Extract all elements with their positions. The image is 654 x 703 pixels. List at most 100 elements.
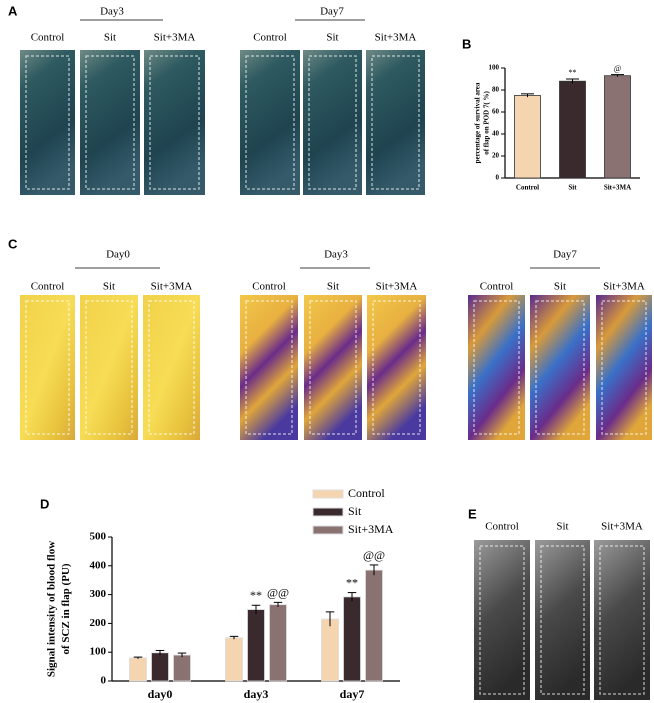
column-label: Control	[31, 32, 65, 44]
bar	[514, 95, 541, 179]
photo	[80, 295, 138, 440]
bar	[604, 75, 631, 179]
y-tick-label: 300	[90, 588, 107, 600]
group-title: Day3	[324, 249, 348, 261]
photo-outline	[85, 300, 133, 435]
photo-outline	[25, 300, 70, 435]
photo-outline	[535, 300, 585, 435]
group-title: Day7	[320, 6, 344, 18]
bar	[321, 618, 339, 682]
photo-outline	[540, 545, 585, 695]
y-tick-label: 0	[496, 174, 500, 182]
bar	[559, 80, 586, 179]
x-tick-label: Sit+3MA	[604, 184, 631, 192]
bar	[173, 654, 191, 682]
photo-outline	[245, 300, 293, 435]
y-tick-label: 100	[90, 646, 107, 658]
column-label: Control	[253, 32, 287, 44]
legend-swatch	[312, 489, 344, 499]
photo	[143, 295, 200, 440]
group-title: Day7	[553, 249, 577, 261]
panel-label: B	[462, 36, 471, 51]
y-axis-label: Signal intensity of blood flow	[46, 541, 58, 677]
y-axis-label: of flap on POD 7( %)	[483, 91, 491, 155]
photo-outline	[473, 300, 520, 435]
photo	[240, 295, 298, 440]
significance-mark: @@	[267, 585, 289, 599]
y-tick-label: 40	[492, 130, 500, 138]
photo-outline	[25, 55, 70, 190]
x-tick-label: day7	[340, 687, 365, 701]
y-tick-label: 500	[90, 531, 107, 543]
bar	[365, 569, 383, 682]
column-label: Control	[252, 281, 286, 293]
photo-outline	[85, 55, 135, 190]
photo	[530, 295, 590, 440]
bar	[269, 604, 287, 682]
photo	[366, 50, 425, 195]
photo	[20, 50, 75, 195]
legend-swatch	[312, 525, 344, 535]
panel-label: D	[40, 496, 49, 511]
photo	[144, 50, 205, 195]
photo-outline	[149, 55, 200, 190]
column-label: Sit+3MA	[603, 281, 645, 293]
photo	[535, 540, 590, 700]
group-title: Day3	[100, 6, 124, 18]
y-tick-label: 100	[489, 64, 500, 72]
column-label: Sit	[556, 521, 568, 533]
column-label: Control	[485, 521, 519, 533]
bar	[247, 609, 265, 682]
legend-swatch	[312, 507, 344, 517]
bar	[225, 637, 243, 682]
photo	[20, 295, 75, 440]
significance-mark: @	[614, 64, 621, 73]
column-label: Sit+3MA	[376, 281, 418, 293]
y-tick-label: 20	[492, 152, 500, 160]
photo-outline	[309, 300, 357, 435]
y-tick-label: 80	[492, 86, 500, 94]
photo-outline	[479, 545, 525, 695]
panel-label: A	[8, 3, 18, 18]
x-tick-label: day0	[148, 687, 173, 701]
significance-mark: @@	[363, 548, 385, 562]
photo-outline	[148, 300, 195, 435]
y-axis-label: of SCZ in flap (PU)	[60, 563, 72, 654]
panel-label: E	[468, 506, 477, 521]
column-label: Sit+3MA	[154, 32, 196, 44]
x-tick-label: Control	[516, 184, 539, 192]
bar	[151, 652, 169, 682]
bar	[343, 596, 361, 682]
photo	[367, 295, 426, 440]
significance-mark: **	[346, 576, 358, 590]
significance-mark: **	[569, 68, 577, 77]
photo	[474, 540, 530, 700]
legend-label: Sit+3MA	[348, 522, 394, 536]
column-label: Sit	[326, 32, 338, 44]
column-label: Control	[31, 281, 65, 293]
bar	[129, 657, 147, 682]
column-label: Sit	[104, 32, 116, 44]
y-tick-label: 60	[492, 108, 500, 116]
photo	[80, 50, 140, 195]
y-tick-label: 400	[90, 559, 107, 571]
photo-outline	[245, 55, 295, 190]
column-label: Sit+3MA	[601, 521, 643, 533]
column-label: Sit	[103, 281, 115, 293]
x-tick-label: Sit	[568, 184, 577, 192]
photo	[596, 295, 652, 440]
photo	[303, 50, 362, 195]
column-label: Sit+3MA	[151, 281, 193, 293]
panel-label: C	[8, 236, 18, 251]
photo	[304, 295, 362, 440]
photo	[594, 540, 650, 700]
y-tick-label: 200	[90, 617, 107, 629]
y-axis-label: percentage of survival area	[474, 82, 482, 163]
column-label: Sit	[554, 281, 566, 293]
column-label: Sit+3MA	[375, 32, 417, 44]
significance-mark: **	[250, 588, 262, 602]
photo-outline	[601, 300, 647, 435]
column-label: Control	[480, 281, 514, 293]
y-tick-label: 0	[101, 675, 107, 687]
